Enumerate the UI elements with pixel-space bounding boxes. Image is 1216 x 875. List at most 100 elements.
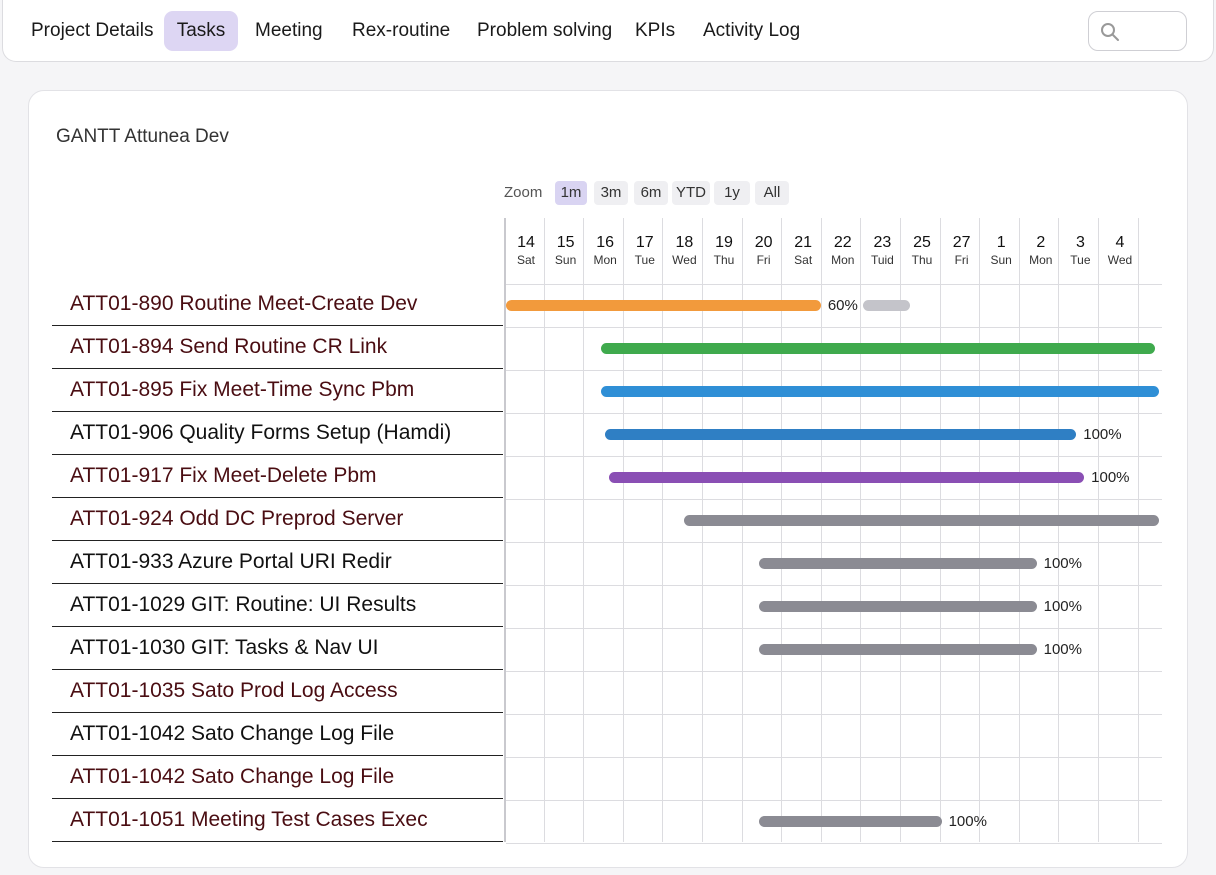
task-label: ATT01-906 Quality Forms Setup (Hamdi) <box>70 421 452 444</box>
day-name: Mon <box>593 253 617 267</box>
task-row[interactable]: ATT01-1051 Meeting Test Cases Exec <box>52 800 503 842</box>
day-header: 17 Tue <box>625 234 665 268</box>
grid-column-line <box>583 218 585 842</box>
task-row[interactable]: ATT01-924 Odd DC Preprod Server <box>52 499 503 541</box>
grid-row-line <box>506 585 1162 586</box>
day-header: 18 Wed <box>664 234 704 268</box>
task-row[interactable]: ATT01-1042 Sato Change Log File <box>52 714 503 756</box>
day-number: 17 <box>635 234 654 251</box>
task-bar[interactable] <box>605 429 1077 440</box>
task-bar[interactable] <box>608 472 1085 483</box>
grid-column-line <box>702 218 703 842</box>
day-name: Fri <box>756 253 771 267</box>
grid-column-line <box>1137 218 1139 842</box>
task-label: ATT01-933 Azure Portal URI Redir <box>70 550 392 573</box>
task-progress-label: 100% <box>1091 469 1130 486</box>
zoom-label: Zoom <box>504 184 543 201</box>
task-bar[interactable] <box>759 601 1037 612</box>
grid-column-line <box>781 218 783 842</box>
grid-row-line <box>506 413 1162 414</box>
day-number: 27 <box>952 234 971 251</box>
task-row[interactable]: ATT01-906 Quality Forms Setup (Hamdi) <box>52 413 503 455</box>
day-number: 14 <box>517 234 535 251</box>
grid-column-line <box>900 218 901 842</box>
task-row[interactable]: ATT01-917 Fix Meet-Delete Pbm <box>52 456 503 498</box>
tab-rex-routine[interactable]: Rex-routine <box>352 20 451 41</box>
day-number: 22 <box>833 234 852 251</box>
task-bar[interactable] <box>601 343 1156 354</box>
grid-row-line <box>506 843 1162 844</box>
grid-row-line <box>506 327 1162 328</box>
day-name: Mon <box>831 253 855 267</box>
task-progress-label: 100% <box>1043 598 1082 615</box>
tab-meeting[interactable]: Meeting <box>255 20 323 41</box>
task-row[interactable]: ATT01-1029 GIT: Routine: UI Results <box>52 585 503 627</box>
zoom-option-6m[interactable]: 6m <box>634 181 668 205</box>
day-header: 21 Sat <box>783 234 823 268</box>
task-label: ATT01-890 Routine Meet-Create Dev <box>70 292 418 315</box>
zoom-option-ytd[interactable]: YTD <box>672 181 710 205</box>
search-input[interactable] <box>1088 11 1187 51</box>
task-row[interactable]: ATT01-1035 Sato Prod Log Access <box>52 671 503 713</box>
task-label: ATT01-1051 Meeting Test Cases Exec <box>70 808 428 831</box>
grid-column-line <box>979 218 981 842</box>
zoom-option-1y[interactable]: 1y <box>714 181 750 205</box>
task-bar[interactable] <box>759 558 1037 569</box>
task-label: ATT01-924 Odd DC Preprod Server <box>70 507 404 530</box>
day-name: Tuid <box>870 253 894 267</box>
day-number: 25 <box>913 234 931 251</box>
task-bar[interactable] <box>506 300 821 311</box>
grid-column-line <box>1018 218 1020 842</box>
task-row[interactable]: ATT01-933 Azure Portal URI Redir <box>52 542 503 584</box>
task-bar[interactable] <box>759 816 942 827</box>
grid-row-line <box>506 714 1162 715</box>
tab-project-details[interactable]: Project Details <box>31 20 154 41</box>
day-number: 3 <box>1075 234 1085 251</box>
zoom-option-1m[interactable]: 1m <box>555 181 587 205</box>
tab-activity-log[interactable]: Activity Log <box>703 20 801 41</box>
day-name: Sun <box>990 253 1012 267</box>
task-bar-remaining[interactable] <box>862 300 910 311</box>
zoom-option-3m[interactable]: 3m <box>594 181 628 205</box>
grid-column-line <box>662 218 664 842</box>
day-header: 15 Sun <box>546 234 586 268</box>
task-row[interactable]: ATT01-895 Fix Meet-Time Sync Pbm <box>52 370 503 412</box>
zoom-option-all[interactable]: All <box>755 181 789 205</box>
day-name: Tue <box>634 253 655 267</box>
day-number: 21 <box>794 234 813 251</box>
day-header: 4 Wed <box>1100 234 1140 268</box>
task-row[interactable]: ATT01-890 Routine Meet-Create Dev <box>52 284 503 326</box>
task-bar[interactable] <box>601 386 1160 397</box>
day-name: Tue <box>1070 253 1091 267</box>
grid-column-line <box>622 218 624 842</box>
day-header: 27 Fri <box>942 234 982 268</box>
task-label: ATT01-1042 Sato Change Log File <box>70 765 395 788</box>
tab-kpis[interactable]: KPIs <box>635 20 676 41</box>
day-header: 23 Tuid <box>862 234 902 268</box>
day-header: 20 Fri <box>744 234 784 268</box>
day-header: 3 Tue <box>1060 234 1100 268</box>
grid-column-line <box>741 218 743 842</box>
tab-problem-solving[interactable]: Problem solving <box>477 20 613 41</box>
task-label: ATT01-1035 Sato Prod Log Access <box>70 679 398 702</box>
day-number: 16 <box>596 234 615 251</box>
grid-row-line <box>506 800 1162 801</box>
task-progress-label: 100% <box>1043 555 1082 572</box>
day-name: Thu <box>911 253 933 267</box>
task-label: ATT01-917 Fix Meet-Delete Pbm <box>70 464 377 487</box>
grid-row-line <box>506 628 1162 629</box>
search-icon <box>1101 23 1119 41</box>
task-bar[interactable] <box>759 644 1037 655</box>
tab-tasks[interactable]: Tasks <box>164 11 238 51</box>
grid-column-line <box>1058 218 1060 842</box>
grid-row-line <box>506 542 1162 543</box>
task-label: ATT01-1042 Sato Change Log File <box>70 722 395 745</box>
grid-row-line <box>506 499 1162 500</box>
grid-column-line <box>860 218 862 842</box>
grid-column-line <box>939 218 941 842</box>
grid-row-line <box>506 757 1162 758</box>
task-row[interactable]: ATT01-1042 Sato Change Log File <box>52 757 503 799</box>
task-row[interactable]: ATT01-1030 GIT: Tasks & Nav UI <box>52 628 503 670</box>
task-row[interactable]: ATT01-894 Send Routine CR Link <box>52 327 503 369</box>
task-bar[interactable] <box>684 515 1160 526</box>
